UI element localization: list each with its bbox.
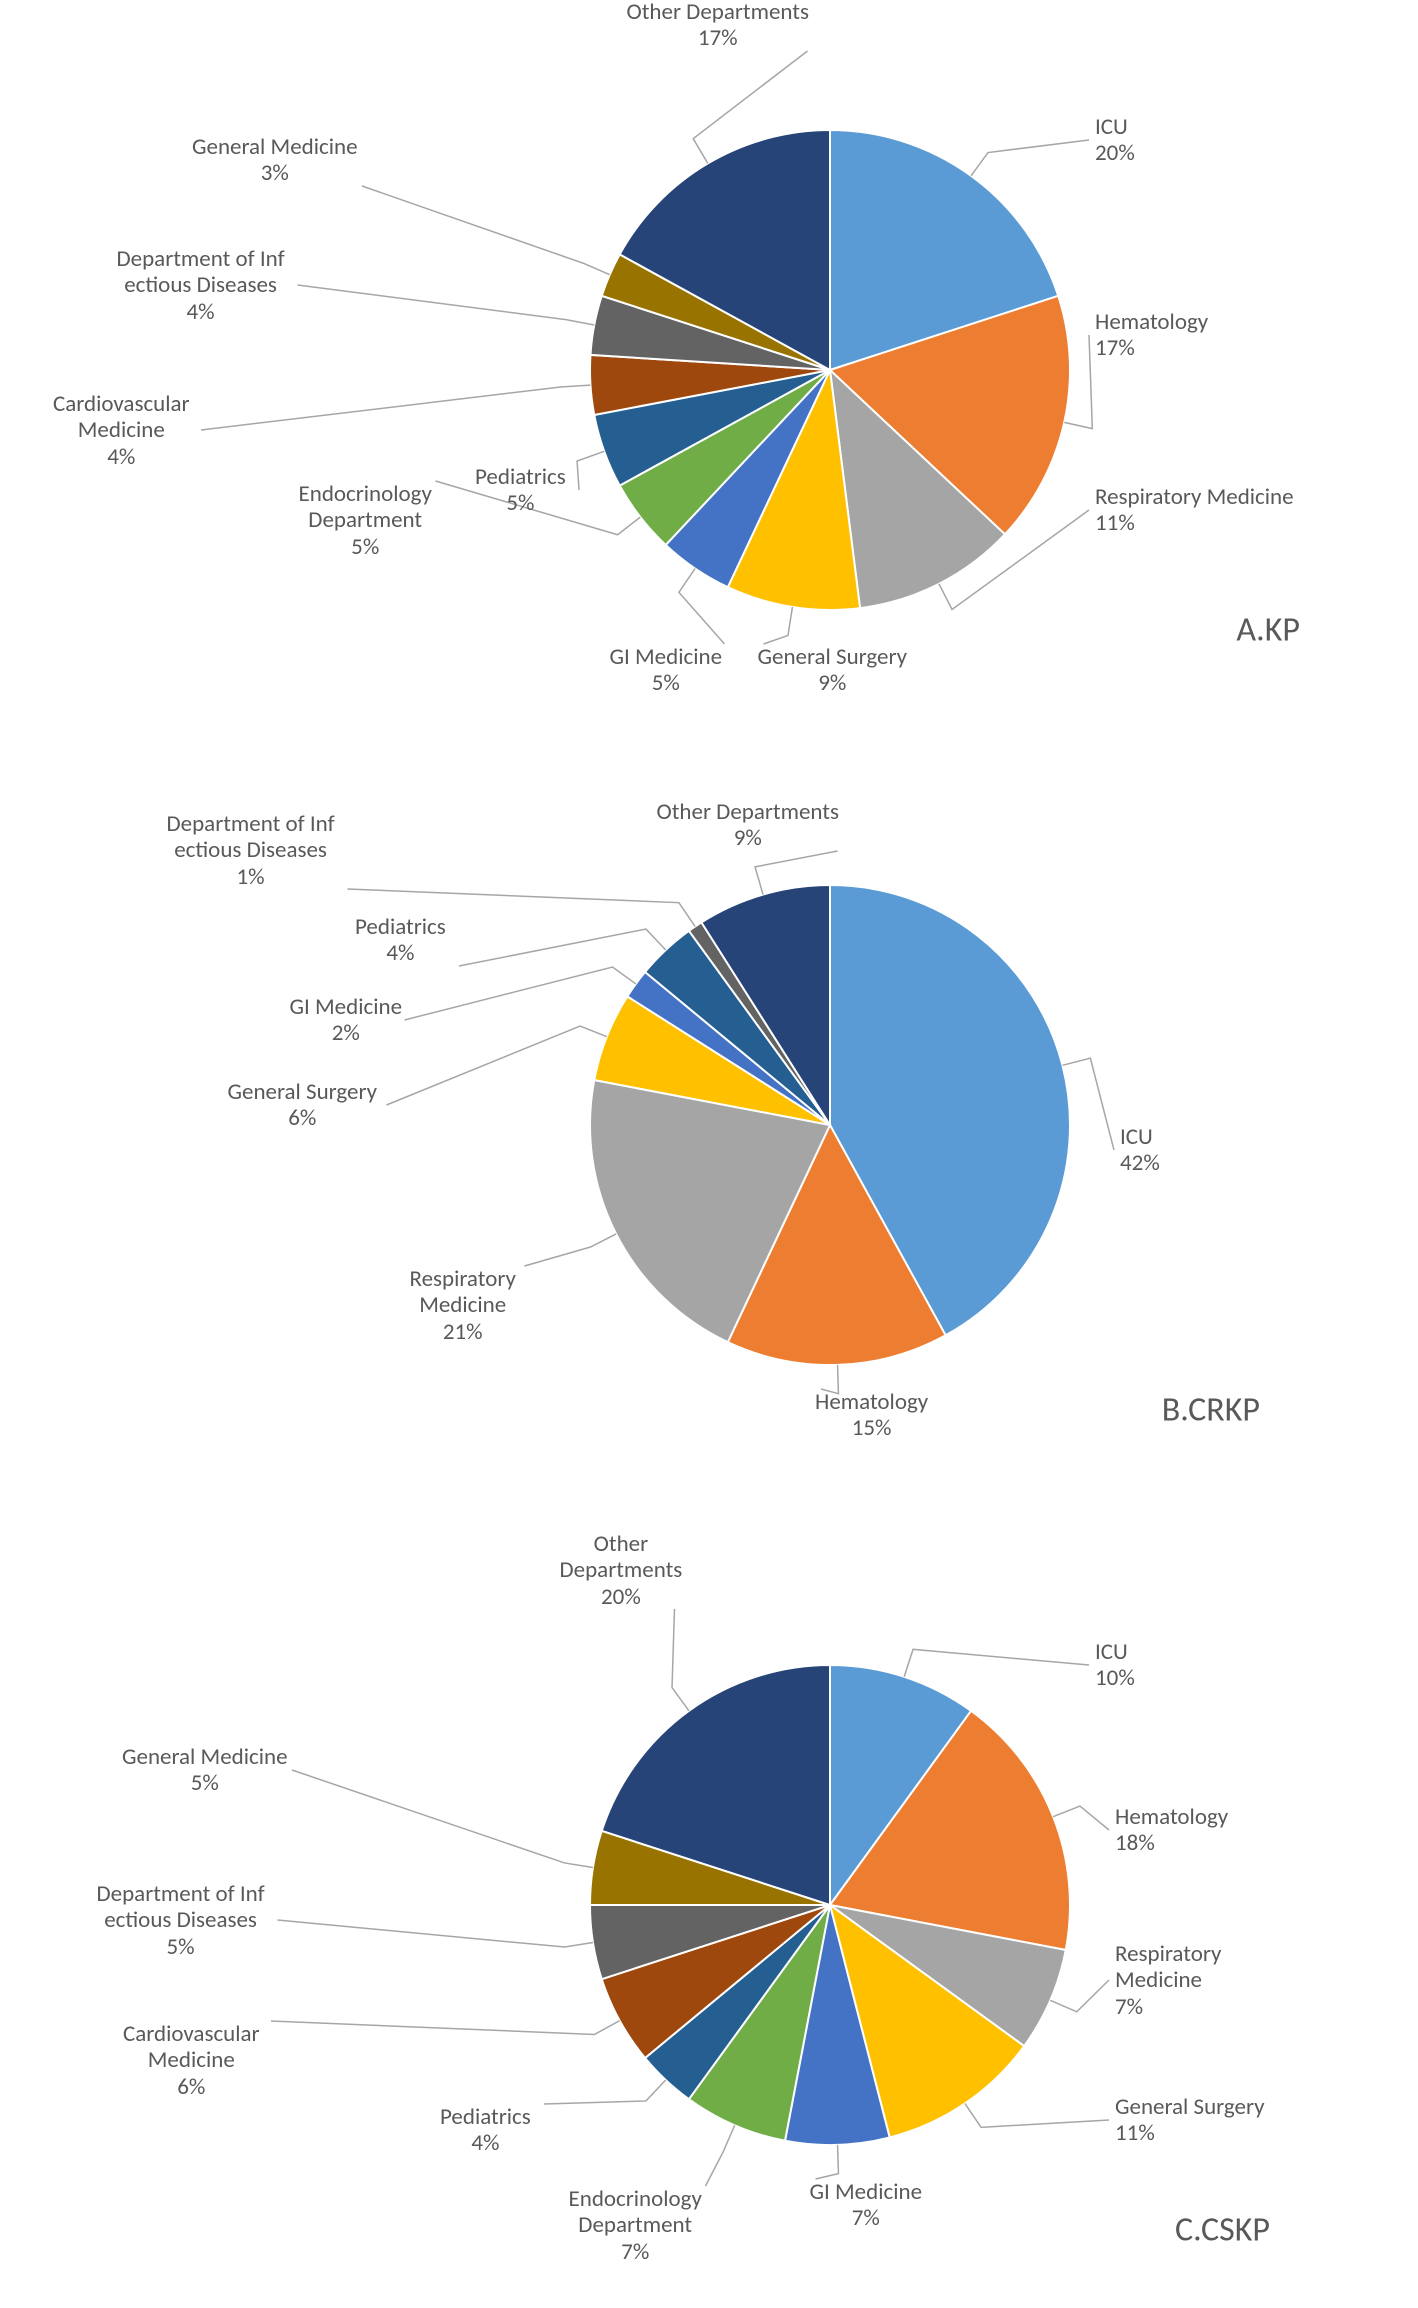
leader-line (362, 186, 610, 275)
leader-line (459, 929, 666, 966)
slice-label-infectious: Department of Inf ectious Diseases 5% (97, 1881, 265, 1960)
slice-label-general_medicine: General Medicine 5% (122, 1744, 288, 1797)
slice-label-other: Other Departments 20% (560, 1531, 683, 1610)
figure-page: ICU 20% Hematology 17% Respiratory Medicin… (0, 0, 1418, 2308)
slice-label-cardiovascular: Cardiovascular Medicine 6% (123, 2021, 260, 2100)
slice-label-icu: ICU 10% (1095, 1639, 1135, 1692)
leader-line (271, 2021, 620, 2035)
panel-title-A: A.KP (1236, 610, 1300, 651)
slice-label-endocrinology: Endocrinology Department 7% (569, 2186, 702, 2265)
slice-label-respiratory: Respiratory Medicine 11% (1095, 484, 1294, 537)
slice-label-infectious: Department of Inf ectious Diseases 4% (117, 246, 285, 325)
slice-label-hematology: Hematology 18% (1115, 1804, 1228, 1857)
slice-label-other: Other Departments 17% (627, 0, 809, 52)
slice-label-endocrinology: Endocrinology Department 5% (299, 481, 432, 560)
slice-label-pediatrics: Pediatrics 5% (475, 464, 566, 517)
leader-line (577, 451, 604, 490)
slice-label-pediatrics: Pediatrics 4% (440, 2104, 531, 2157)
leader-line (278, 1920, 593, 1947)
leader-line (904, 1649, 1089, 1676)
leader-line (405, 967, 636, 1020)
leader-line (672, 1609, 689, 1711)
leader-line (1050, 1980, 1109, 2012)
panel-title-B: B.CRKP (1162, 1390, 1260, 1431)
slice-label-general_surgery: General Surgery 6% (228, 1079, 378, 1132)
panel-title-C: C.CSKP (1175, 2210, 1270, 2251)
slice-label-general_surgery: General Surgery 11% (1115, 2094, 1265, 2147)
slice-label-cardiovascular: Cardiovascular Medicine 4% (53, 391, 190, 470)
slice-label-gi_medicine: GI Medicine 5% (610, 644, 723, 697)
slice-label-gi_medicine: GI Medicine 2% (290, 994, 403, 1047)
slice-label-hematology: Hematology 15% (815, 1389, 928, 1442)
slice-label-general_surgery: General Surgery 9% (758, 644, 908, 697)
slice-label-respiratory: Respiratory Medicine 21% (410, 1266, 516, 1345)
slice-label-pediatrics: Pediatrics 4% (355, 914, 446, 967)
leader-line (201, 385, 590, 430)
slice-label-infectious: Department of Inf ectious Diseases 1% (167, 811, 335, 890)
leader-line (1053, 1806, 1109, 1830)
leader-line (292, 1770, 593, 1867)
slice-label-gi_medicine: GI Medicine 7% (810, 2179, 923, 2232)
leader-line (816, 2145, 839, 2179)
leader-line (525, 1234, 617, 1266)
leader-line (706, 2125, 735, 2186)
slice-label-hematology: Hematology 17% (1095, 309, 1208, 362)
leader-line (544, 2080, 666, 2104)
slice-label-respiratory: Respiratory Medicine 7% (1115, 1941, 1221, 2020)
slice-label-other: Other Departments 9% (657, 799, 839, 852)
leader-line (298, 285, 595, 325)
leader-line (764, 607, 793, 644)
slice-label-icu: ICU 20% (1095, 114, 1135, 167)
leader-line (971, 140, 1089, 176)
slice-label-general_medicine: General Medicine 3% (192, 134, 358, 187)
leader-line (965, 2103, 1109, 2127)
slice-label-icu: ICU 42% (1120, 1124, 1160, 1177)
leader-line (387, 1026, 607, 1105)
